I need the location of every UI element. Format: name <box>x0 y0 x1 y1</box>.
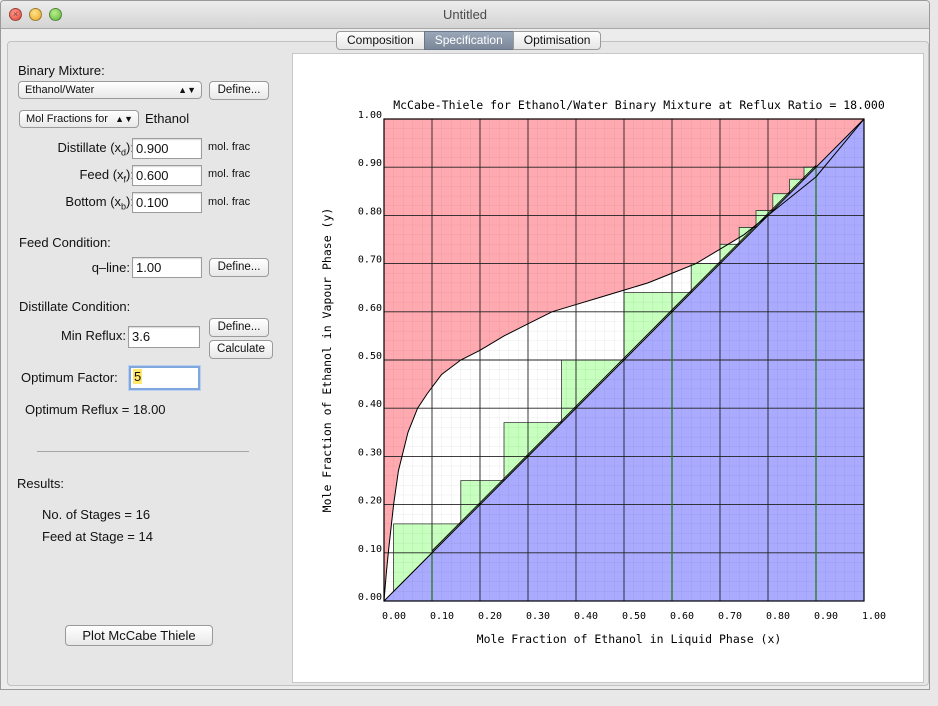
chevron-updown-icon: ▲▼ <box>115 114 133 124</box>
tab-specification[interactable]: Specification <box>423 31 514 50</box>
basis-component-label: Ethanol <box>145 111 190 126</box>
optimum-factor-input[interactable]: 5 <box>129 366 200 390</box>
title-bar: × Untitled <box>1 1 929 29</box>
optimum-factor-label: Optimum Factor: <box>21 370 118 385</box>
bottom-unit: mol. frac <box>208 196 251 208</box>
x-tick-label: 0.80 <box>766 611 790 622</box>
qline-input[interactable]: 1.00 <box>132 257 202 278</box>
zoom-window-button[interactable] <box>49 8 62 21</box>
results-label: Results: <box>17 476 64 491</box>
binary-mixture-label: Binary Mixture: <box>18 63 105 78</box>
plot-mccabe-thiele-button[interactable]: Plot McCabe Thiele <box>65 625 213 646</box>
x-tick-label: 1.00 <box>862 611 886 622</box>
min-reflux-input[interactable]: 3.6 <box>128 326 200 348</box>
x-tick-label: 0.70 <box>718 611 742 622</box>
calculate-reflux-button[interactable]: Calculate <box>209 340 273 359</box>
distillate-input[interactable]: 0.900 <box>132 138 202 159</box>
distillate-condition-label: Distillate Condition: <box>19 299 131 314</box>
basis-select-value: Mol Fractions for <box>26 113 108 125</box>
y-tick-label: 1.00 <box>358 110 382 121</box>
operating-line <box>431 164 817 552</box>
x-tick-label: 0.90 <box>814 611 838 622</box>
tab-bar: Composition Specification Optimisation <box>336 31 602 50</box>
x-tick-label: 0.00 <box>382 611 406 622</box>
min-reflux-label: Min Reflux: <box>60 328 126 343</box>
y-tick-label: 0.20 <box>358 496 382 507</box>
x-tick-label: 0.40 <box>574 611 598 622</box>
y-tick-label: 0.60 <box>358 303 382 314</box>
x-tick-label: 0.60 <box>670 611 694 622</box>
optimum-reflux-readout: Optimum Reflux = 18.00 <box>25 402 166 417</box>
feed-stage-result: Feed at Stage = 14 <box>42 529 153 544</box>
y-tick-label: 0.90 <box>358 158 382 169</box>
y-axis-label: Mole Fraction of Ethanol in Vapour Phase… <box>320 208 334 513</box>
stages-result: No. of Stages = 16 <box>42 507 151 522</box>
chart-panel: 0.00 0.10 0.20 0.30 0.40 0.50 0.60 0.70 0.80 0.90… <box>292 53 924 683</box>
feed-unit: mol. frac <box>208 168 251 180</box>
define-reflux-button[interactable]: Define... <box>209 318 269 337</box>
above-equilibrium-region <box>384 119 864 601</box>
equilibrium-curve <box>383 118 865 602</box>
mixture-select-value: Ethanol/Water <box>25 84 95 96</box>
distillate-unit: mol. frac <box>208 141 251 153</box>
x-tick-label: 0.50 <box>622 611 646 622</box>
y-tick-label: 0.50 <box>358 351 382 362</box>
define-qline-button[interactable]: Define... <box>209 258 269 277</box>
y-tick-label: 0.80 <box>358 206 382 217</box>
window-title: Untitled <box>442 7 488 22</box>
diagonal-line <box>383 118 865 602</box>
tab-content-panel: Binary Mixture: Ethanol/Water ▲▼ Define.… <box>7 41 929 686</box>
y-tick-label: 0.40 <box>358 399 382 410</box>
close-window-button[interactable]: × <box>9 8 22 21</box>
tab-composition[interactable]: Composition <box>336 31 425 50</box>
qline-label: q–line: <box>91 260 130 275</box>
feed-label: Feed (xf): <box>79 167 134 185</box>
bottom-input[interactable]: 0.100 <box>132 192 202 213</box>
y-tick-label: 0.70 <box>358 255 382 266</box>
tab-optimisation[interactable]: Optimisation <box>512 31 602 50</box>
feed-condition-label: Feed Condition: <box>19 235 111 250</box>
define-mixture-button[interactable]: Define... <box>209 81 269 100</box>
x-axis-label: Mole Fraction of Ethanol in Liquid Phase… <box>477 632 782 646</box>
y-tick-label: 0.30 <box>358 447 382 458</box>
basis-select[interactable]: Mol Fractions for ▲▼ <box>19 110 139 128</box>
plot-frame <box>383 118 865 602</box>
feed-input[interactable]: 0.600 <box>132 165 202 186</box>
chevron-updown-icon: ▲▼ <box>178 85 196 95</box>
chart-title: McCabe-Thiele for Ethanol/Water Binary M… <box>393 98 885 112</box>
x-tick-label: 0.30 <box>526 611 550 622</box>
separator <box>37 451 249 452</box>
x-tick-label: 0.20 <box>478 611 502 622</box>
y-tick-label: 0.10 <box>358 544 382 555</box>
specification-form: Binary Mixture: Ethanol/Water ▲▼ Define.… <box>8 42 292 685</box>
optimum-factor-value: 5 <box>133 369 143 384</box>
minimize-window-button[interactable] <box>29 8 42 21</box>
app-window: × Untitled Binary Mixture: Ethanol/Water… <box>0 0 930 690</box>
x-tick-label: 0.10 <box>430 611 454 622</box>
mccabe-thiele-chart: 0.00 0.10 0.20 0.30 0.40 0.50 0.60 0.70 0.80 0.90… <box>320 98 886 646</box>
distillate-label: Distillate (xd): <box>57 140 134 158</box>
bottom-label: Bottom (xb): <box>65 194 134 212</box>
mixture-select[interactable]: Ethanol/Water ▲▼ <box>18 81 202 99</box>
y-tick-label: 0.00 <box>358 592 382 603</box>
